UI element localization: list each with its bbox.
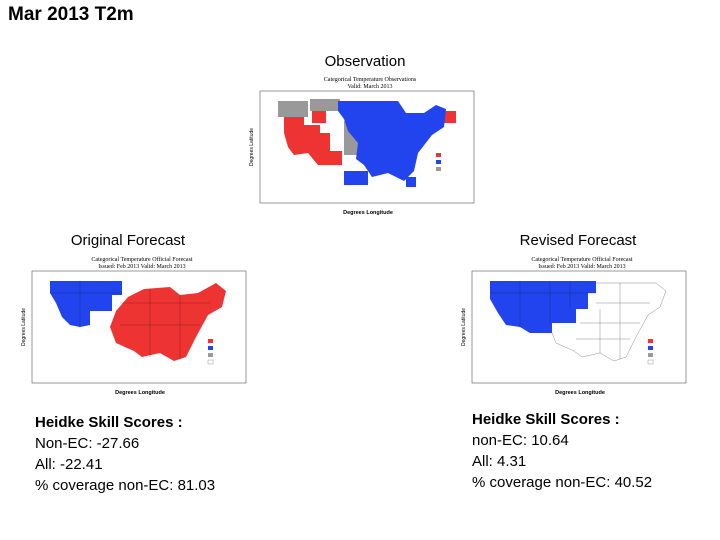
original-ylabel: Degrees Latitude (21, 308, 27, 346)
original-score-all: All: -22.41 (35, 456, 103, 473)
observation-ylabel: Degrees Latitude (249, 128, 255, 166)
revised-scores-heading: Heidke Skill Scores : (472, 411, 620, 428)
original-score-coverage: % coverage non-EC: 81.03 (35, 477, 216, 494)
original-scores: Heidke Skill Scores : Non-EC: -27.66 All… (35, 412, 215, 496)
slide-title: Mar 2013 T2m (8, 4, 134, 25)
original-map-title-1: Categorical Temperature Official Forecas… (91, 256, 192, 263)
original-forecast-caption: Original Forecast (70, 232, 186, 249)
revised-forecast-map: Categorical Temperature Official Forecas… (460, 253, 690, 397)
revised-scores: Heidke Skill Scores : non-EC: 10.64 All:… (472, 409, 652, 493)
revised-ylabel: Degrees Latitude (461, 308, 467, 346)
original-map-title-2: Issued: Feb 2013 Valid: March 2013 (98, 264, 185, 270)
revised-score-all: All: 4.31 (472, 453, 527, 470)
observation-map: Categorical Temperature Observations Val… (248, 73, 478, 217)
observation-map-title-1: Categorical Temperature Observations (324, 77, 417, 83)
revised-score-non-ec: non-EC: 10.64 (472, 432, 569, 449)
observation-map-title-2: Valid: March 2013 (348, 84, 393, 90)
revised-xlabel: Degrees Longitude (555, 390, 605, 396)
revised-score-coverage: % coverage non-EC: 40.52 (472, 474, 653, 491)
original-scores-heading: Heidke Skill Scores : (35, 414, 183, 431)
original-xlabel: Degrees Longitude (115, 390, 165, 396)
original-forecast-map: Categorical Temperature Official Forecas… (20, 253, 250, 397)
observation-caption: Observation (324, 53, 406, 70)
revised-forecast-caption: Revised Forecast (519, 232, 637, 249)
observation-xlabel: Degrees Longitude (343, 210, 393, 216)
revised-map-title-2: Issued: Feb 2013 Valid: March 2013 (538, 264, 625, 270)
original-score-non-ec: Non-EC: -27.66 (35, 435, 140, 452)
revised-map-title-1: Categorical Temperature Official Forecas… (531, 256, 632, 263)
